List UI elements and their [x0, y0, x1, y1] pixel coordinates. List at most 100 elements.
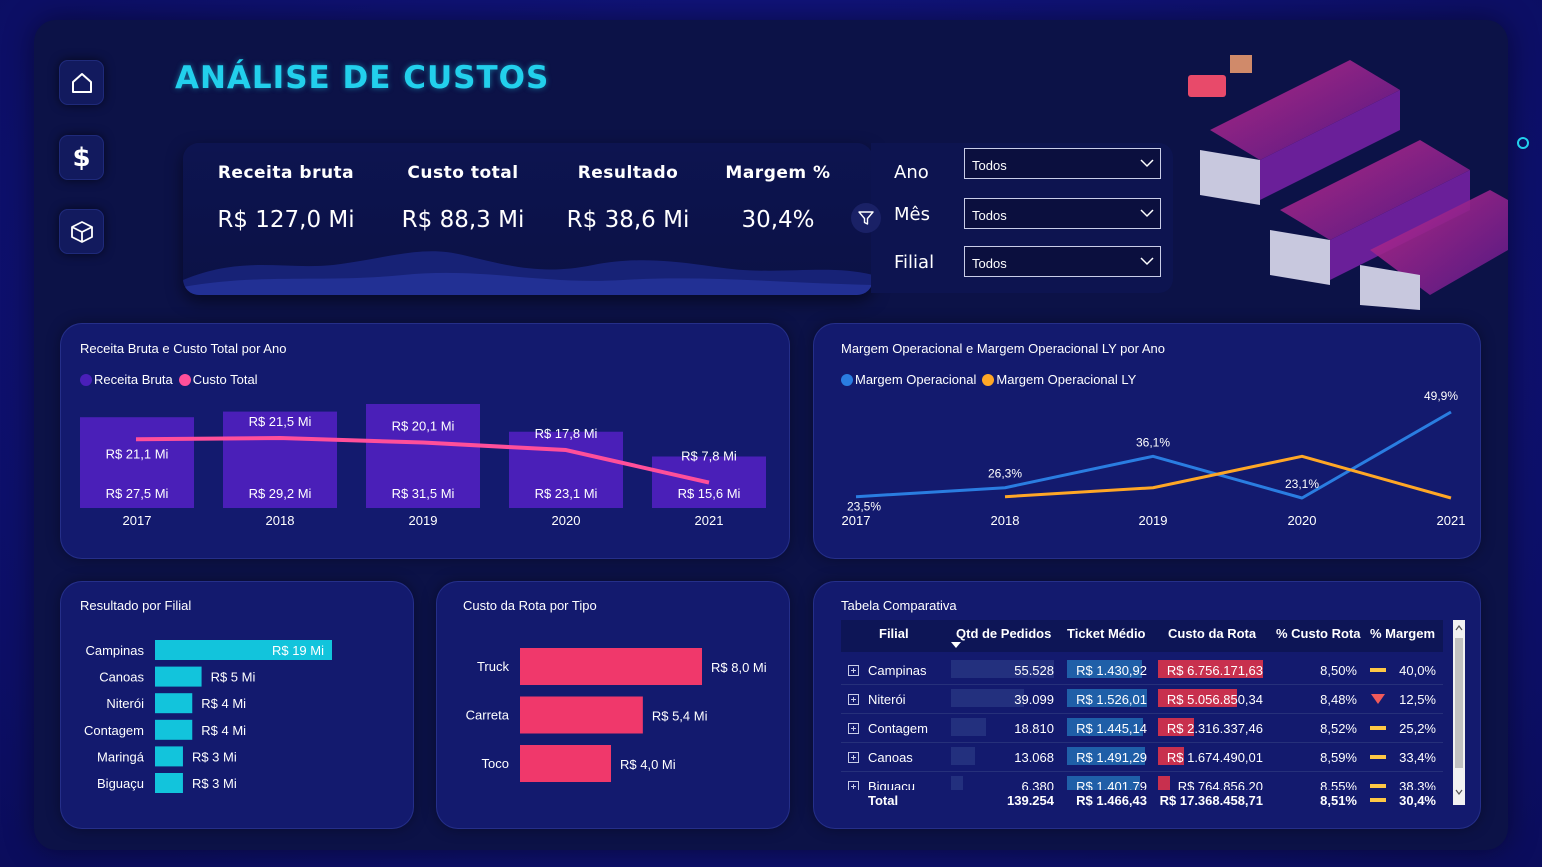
label-receita-2018: R$ 29,2 Mi	[249, 486, 312, 501]
line-margem	[855, 410, 1452, 500]
label-margem-2019: 36,1%	[1136, 435, 1170, 449]
bar-custo	[1158, 776, 1170, 790]
cell-ticket: R$ 1.430,92	[1076, 663, 1147, 678]
trend-flat-icon	[1370, 755, 1386, 759]
scroll-down-icon[interactable]	[1455, 788, 1463, 796]
filial-label-Campinas: Campinas	[85, 643, 144, 658]
cell-margem: 33,4%	[1399, 750, 1436, 765]
sort-desc-icon	[951, 642, 961, 648]
total-qtd: 139.254	[1007, 793, 1054, 808]
chevron-down-icon	[1140, 159, 1154, 168]
cell-pct-custo: 8,48%	[1320, 692, 1357, 707]
th-margem[interactable]: % Margem	[1370, 626, 1436, 641]
cell-qtd: 39.099	[1014, 692, 1054, 707]
trend-flat-icon	[1370, 784, 1386, 788]
total-filial: Total	[868, 793, 899, 808]
cell-margem: 12,5%	[1399, 692, 1436, 707]
filter-ano-select[interactable]: Todos	[964, 148, 1161, 179]
kpi-receita: Receita bruta R$ 127,0 Mi	[211, 163, 361, 233]
label-receita-2020: R$ 23,1 Mi	[535, 486, 598, 501]
cell-ticket: R$ 1.445,14	[1076, 721, 1147, 736]
tick-2017: 2017	[842, 513, 871, 528]
kpi-receita-value: R$ 127,0 Mi	[217, 207, 355, 233]
cell-margem: 38,3%	[1399, 779, 1436, 790]
table-row[interactable]: Campinas 55.528 R$ 1.430,92 R$ 6.756.171,63…	[841, 656, 1443, 685]
kpi-panel: Receita bruta R$ 127,0 Mi Custo total R$…	[183, 143, 873, 295]
cell-ticket: R$ 1.401,79	[1076, 779, 1147, 790]
bar-filial-Contagem	[155, 719, 193, 740]
expand-icon[interactable]	[848, 781, 859, 790]
total-margem: 30,4%	[1399, 793, 1436, 808]
bar-custo	[1158, 747, 1185, 765]
sidebar-finance-button[interactable]: $	[59, 135, 104, 180]
filter-ano-value: Todos	[972, 158, 1007, 173]
table-row[interactable]: Biguaçu 6.380 R$ 1.401,79 R$ 764.856,20 8,55…	[841, 772, 1443, 790]
table-row[interactable]: Niterói 39.099 R$ 1.526,01 R$ 5.056.850,34 8…	[841, 685, 1443, 714]
tick-2017: 2017	[123, 513, 152, 528]
chart2-legend: Margem Operacional Margem Operacional LY	[841, 372, 1142, 387]
expand-icon[interactable]	[848, 694, 859, 705]
kpi-resultado-label: Resultado	[577, 163, 679, 183]
trend-down-icon	[1371, 694, 1385, 704]
sidebar-logistics-button[interactable]	[59, 209, 104, 254]
cell-filial: Biguaçu	[868, 779, 915, 790]
expand-icon[interactable]	[848, 665, 859, 676]
scroll-up-icon[interactable]	[1455, 624, 1463, 632]
bar-custo	[1158, 689, 1237, 707]
kpi-resultado: Resultado R$ 38,6 Mi	[553, 163, 703, 233]
th-ticket[interactable]: Ticket Médio	[1067, 626, 1146, 641]
card-margem	[813, 323, 1481, 559]
bar-custo	[1158, 660, 1263, 678]
kpi-receita-label: Receita bruta	[217, 163, 355, 183]
tick-2021: 2021	[1437, 513, 1466, 528]
th-qtd[interactable]: Qtd de Pedidos	[956, 626, 1052, 641]
value-filial-Contagem: R$ 4 Mi	[201, 723, 246, 738]
filter-mes-label: Mês	[894, 204, 930, 225]
bar-ticket	[1067, 718, 1143, 736]
th-pct-custo[interactable]: % Custo Rota	[1276, 626, 1361, 641]
label-margem-2020: 23,1%	[1285, 477, 1319, 491]
filter-mes-select[interactable]: Todos	[964, 198, 1161, 229]
label-custo-2018: R$ 21,5 Mi	[249, 414, 312, 429]
cell-filial: Canoas	[868, 750, 913, 765]
label-receita-2017: R$ 27,5 Mi	[106, 486, 169, 501]
filter-icon	[858, 211, 874, 225]
bar-receita-2017	[80, 417, 194, 508]
filial-label-Contagem: Contagem	[84, 723, 144, 738]
scrollbar-thumb[interactable]	[1455, 638, 1463, 768]
th-custo[interactable]: Custo da Rota	[1168, 626, 1257, 641]
chart1-title: Receita Bruta e Custo Total por Ano	[80, 341, 287, 356]
bar-ticket	[1067, 660, 1142, 678]
bar-custo	[1158, 718, 1194, 736]
bar-qtd	[951, 660, 1054, 678]
line-margem-ly	[1004, 454, 1452, 500]
table-row[interactable]: Canoas 13.068 R$ 1.491,29 R$ 1.674.490,01 8,…	[841, 743, 1443, 772]
value-filial-Canoas: R$ 5 Mi	[211, 670, 256, 685]
bar-receita-2020	[509, 431, 623, 508]
filter-filial-label: Filial	[894, 252, 935, 273]
filter-filial-select[interactable]: Todos	[964, 246, 1161, 277]
bar-filial-Canoas	[155, 666, 202, 687]
cell-custo: R$ 1.674.490,01	[1166, 750, 1263, 765]
bar-qtd	[951, 718, 986, 736]
table-scrollbar[interactable]	[1453, 620, 1465, 805]
table-header: Filial Qtd de Pedidos Ticket Médio Custo…	[841, 620, 1443, 652]
bar-ticket	[1067, 747, 1146, 765]
value-rota-Toco: R$ 4,0 Mi	[620, 757, 676, 772]
label-custo-2021: R$ 7,8 Mi	[681, 449, 737, 464]
total-pct-custo: 8,51%	[1320, 793, 1357, 808]
th-filial[interactable]: Filial	[879, 626, 909, 641]
dollar-icon: $	[72, 142, 91, 173]
tick-2019: 2019	[1139, 513, 1168, 528]
filter-ano-label: Ano	[894, 162, 929, 183]
sidebar-home-button[interactable]	[59, 60, 104, 105]
label-margem-2021: 49,9%	[1424, 390, 1458, 403]
filter-button[interactable]	[851, 203, 881, 233]
trend-flat-icon	[1370, 798, 1386, 802]
expand-icon[interactable]	[848, 723, 859, 734]
chart4-title: Custo da Rota por Tipo	[463, 598, 597, 613]
table-row[interactable]: Contagem 18.810 R$ 1.445,14 R$ 2.316.337,46…	[841, 714, 1443, 743]
label-custo-2019: R$ 20,1 Mi	[392, 419, 455, 434]
filial-label-Biguaçu: Biguaçu	[97, 776, 144, 791]
expand-icon[interactable]	[848, 752, 859, 763]
